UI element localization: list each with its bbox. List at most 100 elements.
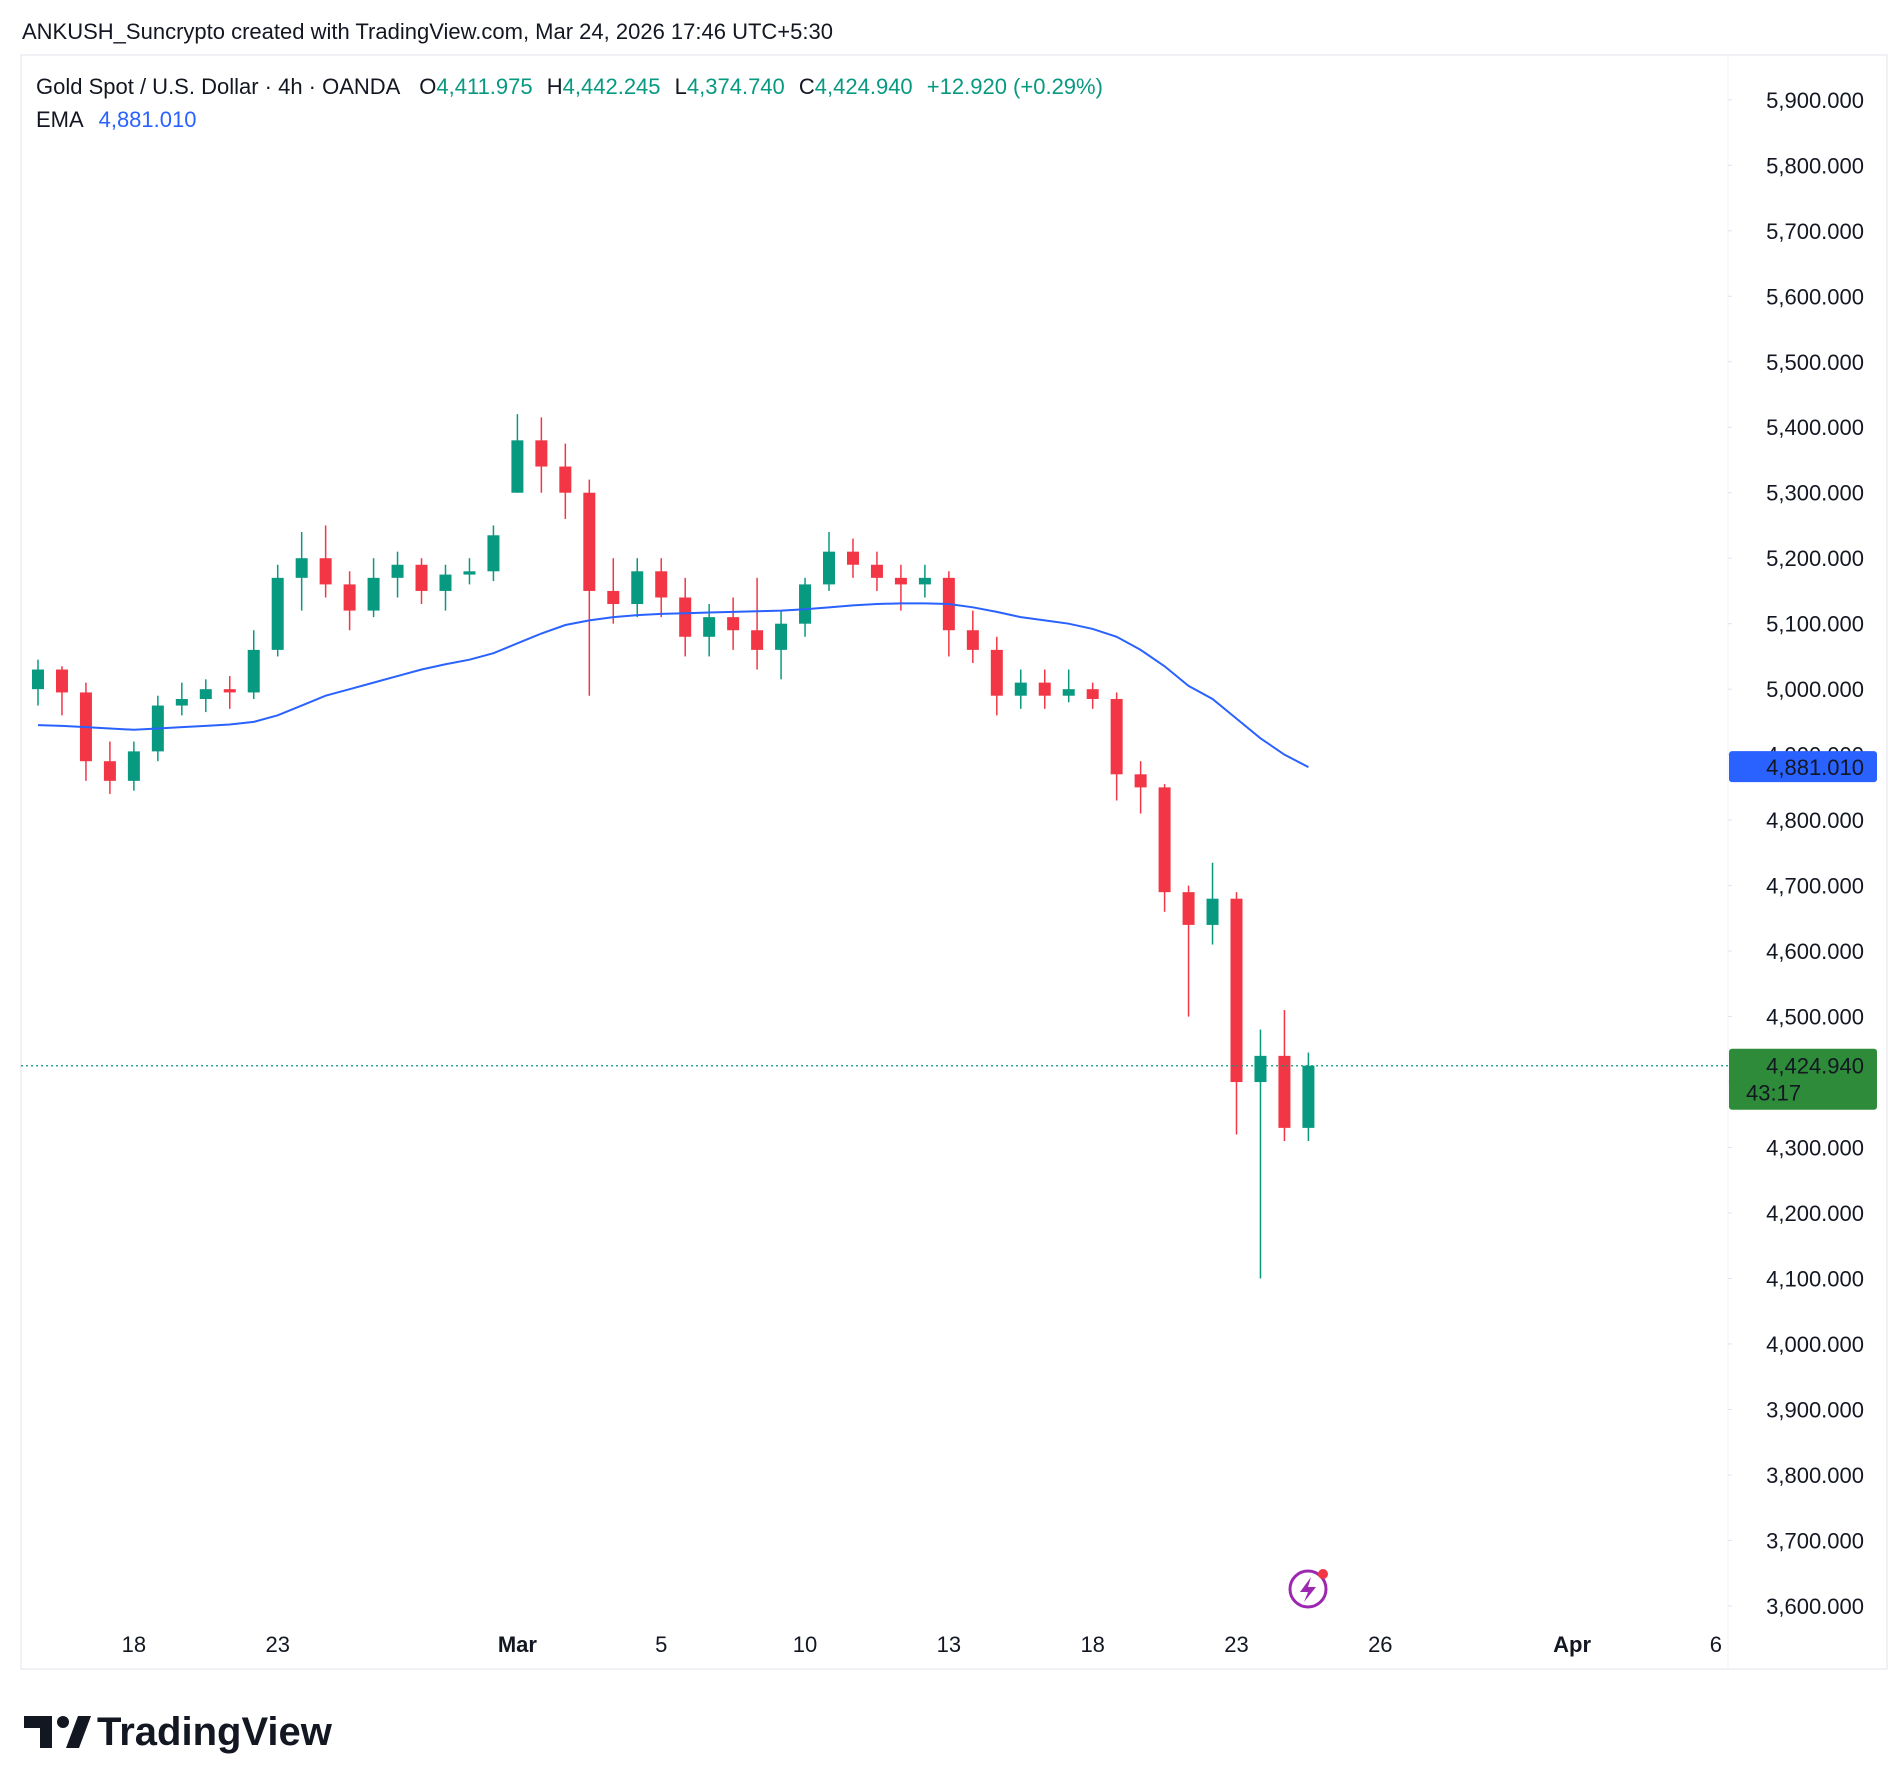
x-tick-label: 10 <box>793 1632 817 1657</box>
legend-key: L <box>675 74 687 99</box>
y-tick-label: 3,800.000 <box>1766 1463 1864 1488</box>
x-tick-label: 26 <box>1368 1632 1392 1657</box>
candle-body <box>247 649 260 693</box>
x-tick-label: Apr <box>1553 1632 1591 1657</box>
last-price-box <box>1729 1048 1877 1110</box>
candle-body <box>1086 689 1099 699</box>
y-tick-label: 4,500.000 <box>1766 1005 1864 1030</box>
legend-value: 4,442.245 <box>563 74 661 99</box>
y-tick-label: 4,700.000 <box>1766 874 1864 899</box>
legend-value: 4,424.940 <box>815 74 913 99</box>
candle-body <box>511 440 524 493</box>
header: ANKUSH_Suncrypto created with TradingVie… <box>22 19 833 44</box>
candle-body <box>775 623 788 650</box>
candle-body <box>1230 898 1243 1083</box>
candle-body <box>1182 892 1195 925</box>
candle-body <box>1014 682 1027 696</box>
ema-price-label: 4,881.010 <box>1766 755 1864 780</box>
x-tick-label: 6 <box>1710 1632 1722 1657</box>
candle-body <box>1038 682 1051 696</box>
y-tick-label: 4,100.000 <box>1766 1266 1864 1291</box>
legend-key: O <box>419 74 436 99</box>
candle-body <box>103 761 116 781</box>
candle-body <box>271 577 284 650</box>
candle-body <box>727 617 740 631</box>
y-tick-label: 5,500.000 <box>1766 350 1864 375</box>
x-tick-label: 18 <box>1080 1632 1104 1657</box>
legend-key: C <box>799 74 815 99</box>
y-tick-label: 5,300.000 <box>1766 481 1864 506</box>
candle-body <box>751 630 764 650</box>
y-tick-label: 5,100.000 <box>1766 612 1864 637</box>
legend-value: 4,374.740 <box>687 74 785 99</box>
candle-body <box>846 551 859 565</box>
candle-body <box>918 577 931 585</box>
candle-body <box>679 597 692 637</box>
candle-body <box>703 617 716 637</box>
candle-body <box>343 584 356 611</box>
candle-body <box>223 689 236 693</box>
y-tick-label: 4,000.000 <box>1766 1332 1864 1357</box>
y-tick-label: 5,000.000 <box>1766 677 1864 702</box>
candle-body <box>607 590 620 605</box>
candle-body <box>799 584 812 624</box>
candle-body <box>463 571 476 575</box>
y-tick-label: 5,800.000 <box>1766 153 1864 178</box>
candle-body <box>655 571 668 598</box>
legend-line: Gold Spot / U.S. Dollar · 4h · OANDA O4,… <box>36 74 1103 99</box>
candle-body <box>990 649 1003 696</box>
ema-price-box <box>1729 751 1877 783</box>
plot <box>32 414 1315 1279</box>
candle-body <box>1158 787 1171 893</box>
y-tick-label: 5,600.000 <box>1766 284 1864 309</box>
indicator-value: 4,881.010 <box>99 107 197 132</box>
candle-body <box>1110 698 1123 775</box>
y-tick-label: 5,200.000 <box>1766 546 1864 571</box>
candle-body <box>127 751 140 781</box>
y-tick-label: 4,800.000 <box>1766 808 1864 833</box>
y-tick-label: 5,900.000 <box>1766 88 1864 113</box>
indicator-legend: EMA 4,881.010 <box>36 107 196 132</box>
lightning-icon <box>1288 1569 1328 1609</box>
indicator-name: EMA <box>36 107 84 132</box>
y-tick-label: 3,900.000 <box>1766 1397 1864 1422</box>
y-tick-label: 5,700.000 <box>1766 219 1864 244</box>
x-tick-label: 5 <box>655 1632 667 1657</box>
candle-body <box>559 466 572 493</box>
footer-brand: TradingView <box>97 1710 333 1754</box>
candle-body <box>439 574 452 591</box>
last-price-label: 4,424.940 <box>1766 1054 1864 1079</box>
candle-body <box>966 630 979 650</box>
countdown: 43:17 <box>1746 1081 1801 1106</box>
x-tick-label: Mar <box>498 1632 538 1657</box>
y-tick-label: 4,600.000 <box>1766 939 1864 964</box>
candle-body <box>199 689 212 699</box>
tradingview-logo <box>24 1716 91 1748</box>
candle-body <box>319 558 332 585</box>
candle-body <box>1278 1055 1291 1128</box>
legend-key: H <box>547 74 563 99</box>
legend-change: +12.920 (+0.29%) <box>927 74 1103 99</box>
candle-body <box>367 577 380 611</box>
candle-body <box>55 669 68 693</box>
candle-body <box>1134 774 1147 788</box>
y-tick-label: 4,200.000 <box>1766 1201 1864 1226</box>
x-tick-label: 23 <box>265 1632 289 1657</box>
x-tick-label: 13 <box>937 1632 961 1657</box>
candle-body <box>391 564 404 578</box>
candle-body <box>1206 898 1219 925</box>
candle-body <box>894 577 907 585</box>
y-tick-label: 3,700.000 <box>1766 1528 1864 1553</box>
candle-body <box>583 492 596 591</box>
candle-body <box>487 535 500 572</box>
symbol: Gold Spot / U.S. Dollar · 4h · OANDA <box>36 74 401 99</box>
y-tick-label: 5,400.000 <box>1766 415 1864 440</box>
candle-body <box>870 564 883 578</box>
candle-body <box>1062 689 1075 696</box>
ema-line <box>37 602 1309 768</box>
candle-body <box>535 440 548 467</box>
candle-body <box>1254 1055 1267 1083</box>
legend-value: 4,411.975 <box>436 74 532 99</box>
